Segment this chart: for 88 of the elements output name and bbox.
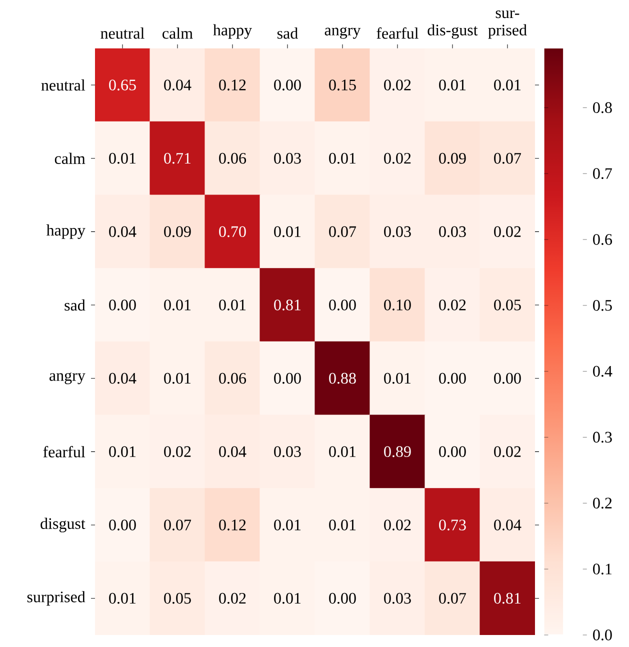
data-label: 0.02 (384, 152, 411, 164)
color-bar-label: 0.0 (593, 630, 612, 640)
color-bar-label: 0.1 (593, 564, 612, 575)
data-label: 0.89 (384, 446, 411, 458)
data-label: 0.01 (164, 300, 191, 310)
y-tick-label: happy (46, 224, 86, 239)
data-label: 0.02 (384, 80, 411, 90)
data-label: 0.81 (494, 592, 521, 604)
y-tick-label: surprised (27, 591, 86, 606)
color-bar-label: 0.4 (593, 366, 612, 377)
data-label: 0.06 (219, 152, 246, 164)
data-label: 0.01 (384, 372, 411, 384)
data-label: 0.12 (219, 520, 246, 530)
data-label: 0.01 (219, 300, 246, 310)
data-label: 0.04 (109, 226, 136, 238)
x-tick-label: sad (277, 28, 298, 39)
data-label: 0.00 (109, 520, 136, 530)
data-label: 0.01 (109, 592, 136, 604)
data-label: 0.00 (439, 446, 466, 458)
data-label: 0.88 (329, 372, 356, 384)
data-label: 0.03 (274, 152, 301, 164)
y-tick-label: calm (54, 152, 86, 164)
data-label: 0.00 (109, 300, 136, 310)
x-tick-label: happy (213, 24, 252, 39)
data-label: 0.01 (164, 372, 191, 384)
x-tick-label: angry (324, 27, 361, 39)
x-tick-label: fearful (376, 27, 418, 39)
data-label: 0.09 (439, 152, 466, 164)
data-label: 0.04 (494, 520, 522, 530)
data-label: 0.04 (164, 80, 192, 90)
data-label: 0.02 (219, 592, 246, 604)
data-label: 0.05 (164, 592, 191, 604)
data-label: 0.01 (109, 152, 136, 164)
data-label: 0.01 (274, 520, 301, 530)
data-label: 0.03 (384, 226, 411, 238)
color-bar-label: 0.8 (593, 102, 612, 114)
y-tick-label: neutral (41, 79, 86, 91)
y-tick-label: fearful (43, 446, 86, 458)
color-bar-label: 0.6 (593, 234, 612, 245)
data-label: 0.01 (109, 446, 136, 458)
color-bar-label: 0.3 (593, 432, 612, 443)
data-label: 0.01 (494, 80, 521, 90)
color-bar-label: 0.2 (593, 498, 612, 509)
data-label: 0.70 (219, 226, 246, 238)
data-label: 0.04 (109, 372, 136, 384)
data-label: 0.81 (274, 300, 301, 310)
color-bar-label: 0.5 (593, 300, 612, 311)
data-label: 0.02 (384, 520, 411, 530)
data-label: 0.06 (219, 372, 246, 384)
x-tick-label: dis-gust (428, 24, 478, 39)
data-label: 0.01 (329, 446, 356, 458)
data-label: 0.02 (494, 446, 521, 458)
data-label: 0.02 (494, 226, 521, 238)
color-bar-label: 0.7 (593, 168, 612, 180)
data-label: 0.00 (329, 300, 356, 310)
data-label: 0.09 (164, 226, 191, 238)
data-label: 0.02 (164, 446, 191, 458)
data-label: 0.04 (219, 446, 246, 458)
y-tick-label: angry (50, 372, 86, 384)
data-label: 0.01 (274, 226, 301, 238)
data-label: 0.07 (439, 592, 466, 604)
data-label: 0.05 (494, 300, 521, 310)
x-tick-label: calm (162, 28, 193, 39)
data-label: 0.00 (274, 372, 301, 384)
data-label: 0.15 (329, 80, 356, 90)
data-label: 0.00 (274, 80, 301, 90)
y-tick-label: sad (64, 299, 86, 311)
data-label: 0.65 (109, 80, 136, 90)
data-label: 0.10 (384, 300, 411, 310)
data-label: 0.03 (274, 446, 301, 458)
data-label: 0.00 (494, 372, 521, 384)
y-tick-label: disgust (40, 518, 86, 532)
data-label: 0.07 (329, 226, 356, 238)
data-label: 0.00 (439, 372, 466, 384)
data-label: 0.01 (329, 520, 356, 530)
data-label: 0.01 (439, 80, 466, 90)
x-tick-label: neutral (100, 28, 144, 39)
data-label: 0.71 (164, 152, 191, 164)
data-label: 0.07 (494, 152, 522, 164)
x-tick-label: sur-prised (488, 10, 527, 39)
data-label: 0.03 (439, 226, 466, 238)
data-label: 0.01 (329, 152, 356, 164)
data-label: 0.73 (439, 520, 466, 530)
data-label: 0.00 (329, 592, 356, 604)
data-label: 0.03 (384, 592, 411, 604)
data-label: 0.01 (274, 592, 301, 604)
data-label: 0.07 (164, 520, 192, 530)
data-label: 0.02 (439, 300, 466, 310)
